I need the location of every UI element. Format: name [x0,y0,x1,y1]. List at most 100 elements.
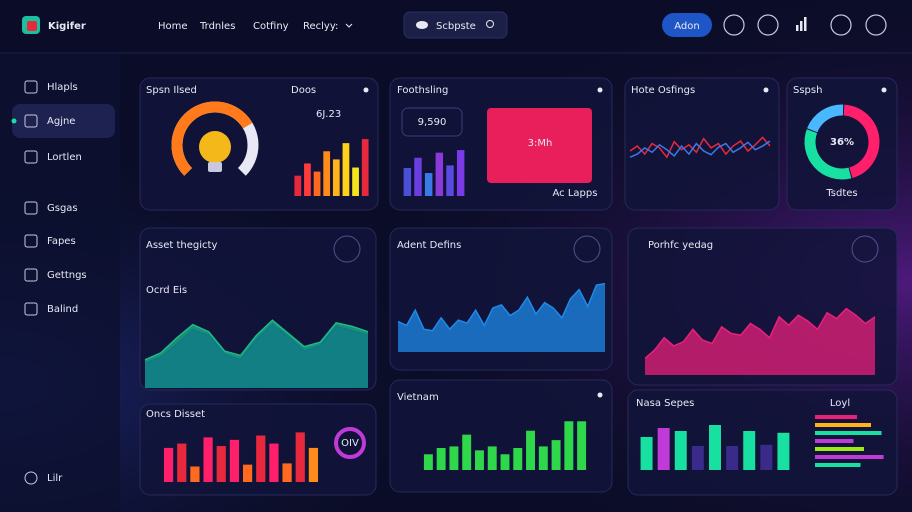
bar [435,152,444,196]
bar [332,159,340,196]
hbar [815,455,884,459]
bar [487,446,497,470]
chevron [345,23,353,28]
bar [342,143,350,196]
card-title: Asset thegicty [146,240,217,251]
nav-icon [24,150,38,164]
donut-segment [807,104,844,133]
bar [674,431,687,470]
card-title: Adent Defins [397,240,461,251]
area [645,308,875,375]
hbar [815,439,854,443]
bar [538,446,548,470]
brand: Kigifer [48,21,86,32]
bar [295,432,305,482]
sidebar-item[interactable]: Balind [47,304,78,315]
bar [294,175,302,196]
nav-item[interactable]: Trdnles [199,21,235,32]
menu-dot[interactable] [597,392,603,398]
card-title: Hote Osfings [631,85,695,96]
highlight-panel [487,108,592,183]
nav-item[interactable]: Reclyy: [303,21,338,32]
icon-button[interactable] [851,235,879,263]
area [398,283,605,352]
gauge-value [171,101,253,176]
bar [282,463,292,482]
bar [709,425,721,470]
bar [640,437,653,470]
stat-value: 9,590 [418,117,447,128]
card [786,77,898,211]
card [624,77,780,211]
bar [308,447,319,482]
bulb-base [208,162,222,172]
bar [564,421,574,470]
nav-item[interactable]: Home [158,21,188,32]
bar [203,437,213,482]
nav-item[interactable]: Cotfiny [253,21,289,32]
card-title: Spsn Ilsed [146,85,197,96]
bar [361,139,369,196]
sidebar-item[interactable]: Lortlen [47,152,82,163]
icon-button[interactable] [333,235,361,263]
bar [163,447,174,482]
line [144,323,369,365]
search-box[interactable] [403,11,508,39]
menu-dot[interactable] [363,87,369,93]
sidebar-item[interactable]: Lilr [47,473,63,484]
bar [229,439,240,482]
nav-icon [24,114,38,128]
card-title: Loyl [830,398,850,409]
sidebar-item[interactable]: Fapes [47,236,76,247]
card-footer: Ac Lapps [553,188,598,199]
nav-icon [24,201,38,215]
sidebar-item[interactable]: Gettngs [47,270,87,281]
stat-value: 6J.23 [316,109,341,120]
hbar [815,415,857,419]
menu-dot[interactable] [763,87,769,93]
bar [436,448,446,470]
ring-label: OIV [341,438,359,449]
hbar [815,447,864,451]
nav-icon [24,302,38,316]
icon [796,25,799,31]
card-title: Nasa Sepes [636,398,694,409]
bar [423,454,433,470]
nav-icon [24,471,38,485]
menu-dot[interactable] [881,87,887,93]
button[interactable] [662,13,712,37]
card-title: Vietnam [397,392,439,403]
bar [691,446,704,470]
icon-button[interactable] [723,14,745,36]
sidebar-item[interactable]: Agjne [47,116,75,127]
donut-segment [804,129,852,180]
bar [424,173,433,196]
bar [726,446,739,470]
card-subtitle: Ocrd Eis [146,285,187,296]
bar [577,421,587,470]
bar [551,440,561,470]
sidebar-item[interactable]: Hlapls [47,82,78,93]
bar [462,434,472,470]
bar [474,450,484,470]
ring [334,427,366,459]
button-label[interactable]: Adon [674,21,699,32]
icon-button[interactable] [830,14,852,36]
bar [242,464,253,482]
bar [313,171,321,196]
menu-dot[interactable] [597,87,603,93]
card-title: Foothsling [397,85,448,96]
sidebar-item[interactable]: Gsgas [47,203,78,214]
bar [352,167,359,196]
icon-button[interactable] [573,235,601,263]
hbar [815,423,871,427]
line [629,136,771,159]
icon-button[interactable] [865,14,887,36]
bar [190,466,200,482]
bar [500,454,510,470]
bar [216,446,226,482]
hbar [815,431,882,435]
icon-button[interactable] [757,14,779,36]
card-title: Doos [291,85,316,96]
